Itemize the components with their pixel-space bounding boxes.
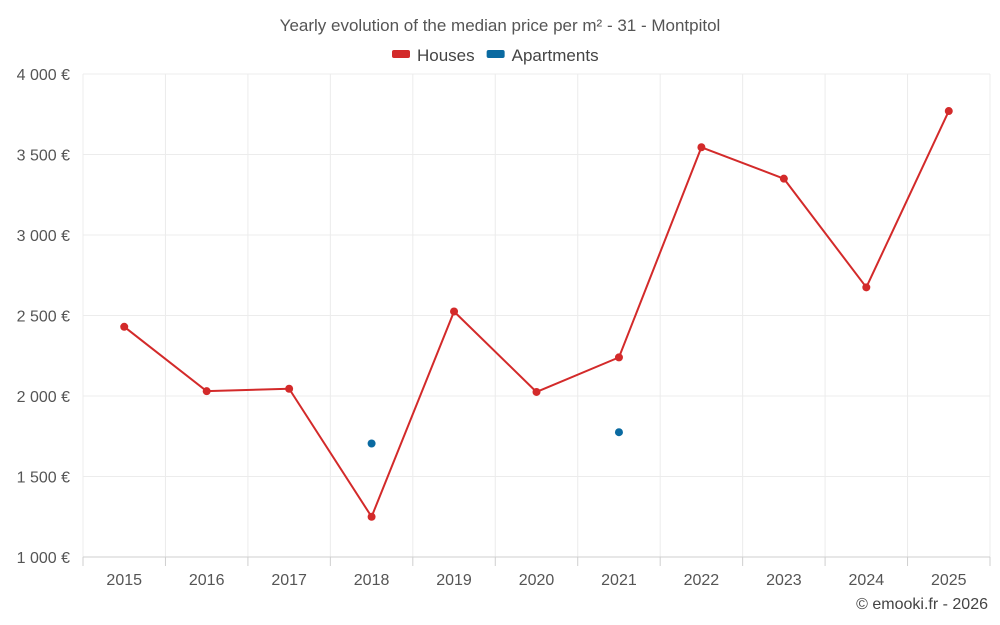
data-point-houses[interactable] xyxy=(614,353,623,362)
data-point-houses[interactable] xyxy=(862,283,871,292)
data-point-houses[interactable] xyxy=(450,307,459,316)
y-tick-label: 1 000 € xyxy=(17,550,70,567)
x-tick-label: 2024 xyxy=(849,572,885,589)
legend-item-apartments[interactable]: Apartments xyxy=(486,46,599,65)
data-point-houses[interactable] xyxy=(120,322,129,331)
chart-title: Yearly evolution of the median price per… xyxy=(280,16,721,35)
x-tick-label: 2022 xyxy=(684,572,720,589)
data-point-apartments[interactable] xyxy=(614,428,623,437)
series-apartments xyxy=(367,428,623,448)
data-point-houses[interactable] xyxy=(367,512,376,521)
data-point-houses[interactable] xyxy=(697,143,706,152)
x-tick-label: 2019 xyxy=(436,572,472,589)
y-axis: 1 000 € 1 500 € 2 000 € 2 500 € 3 000 € 3 500… xyxy=(17,67,70,567)
chart-legend: Houses Apartments xyxy=(392,46,599,65)
legend-label: Apartments xyxy=(512,46,599,65)
chart-grid xyxy=(82,73,991,557)
x-tick-label: 2021 xyxy=(601,572,637,589)
data-point-houses[interactable] xyxy=(202,387,211,396)
credit-text: © emooki.fr - 2026 xyxy=(856,596,988,613)
data-point-houses[interactable] xyxy=(779,174,788,183)
y-tick-label: 2 500 € xyxy=(17,309,70,326)
y-tick-label: 4 000 € xyxy=(17,67,70,84)
x-tick-label: 2015 xyxy=(106,572,142,589)
y-tick-label: 3 500 € xyxy=(17,148,70,165)
legend-label: Houses xyxy=(417,46,475,65)
x-tick-label: 2016 xyxy=(189,572,225,589)
legend-item-houses[interactable]: Houses xyxy=(392,46,475,65)
x-tick-label: 2025 xyxy=(931,572,967,589)
data-point-houses[interactable] xyxy=(532,387,541,396)
x-axis: 2015 2016 2017 2018 2019 2020 2021 2022 2023 2024… xyxy=(82,556,991,589)
y-tick-label: 2 000 € xyxy=(17,389,70,406)
data-point-houses[interactable] xyxy=(285,384,294,393)
x-tick-label: 2017 xyxy=(271,572,307,589)
legend-swatch xyxy=(486,50,505,58)
data-point-apartments[interactable] xyxy=(367,439,376,448)
legend-swatch xyxy=(392,50,410,58)
x-tick-label: 2018 xyxy=(354,572,390,589)
x-tick-label: 2023 xyxy=(766,572,802,589)
y-tick-label: 1 500 € xyxy=(17,470,70,487)
data-point-houses[interactable] xyxy=(944,107,953,116)
x-tick-label: 2020 xyxy=(519,572,555,589)
chart-series xyxy=(120,107,953,521)
series-houses xyxy=(120,107,953,521)
y-tick-label: 3 000 € xyxy=(17,228,70,245)
